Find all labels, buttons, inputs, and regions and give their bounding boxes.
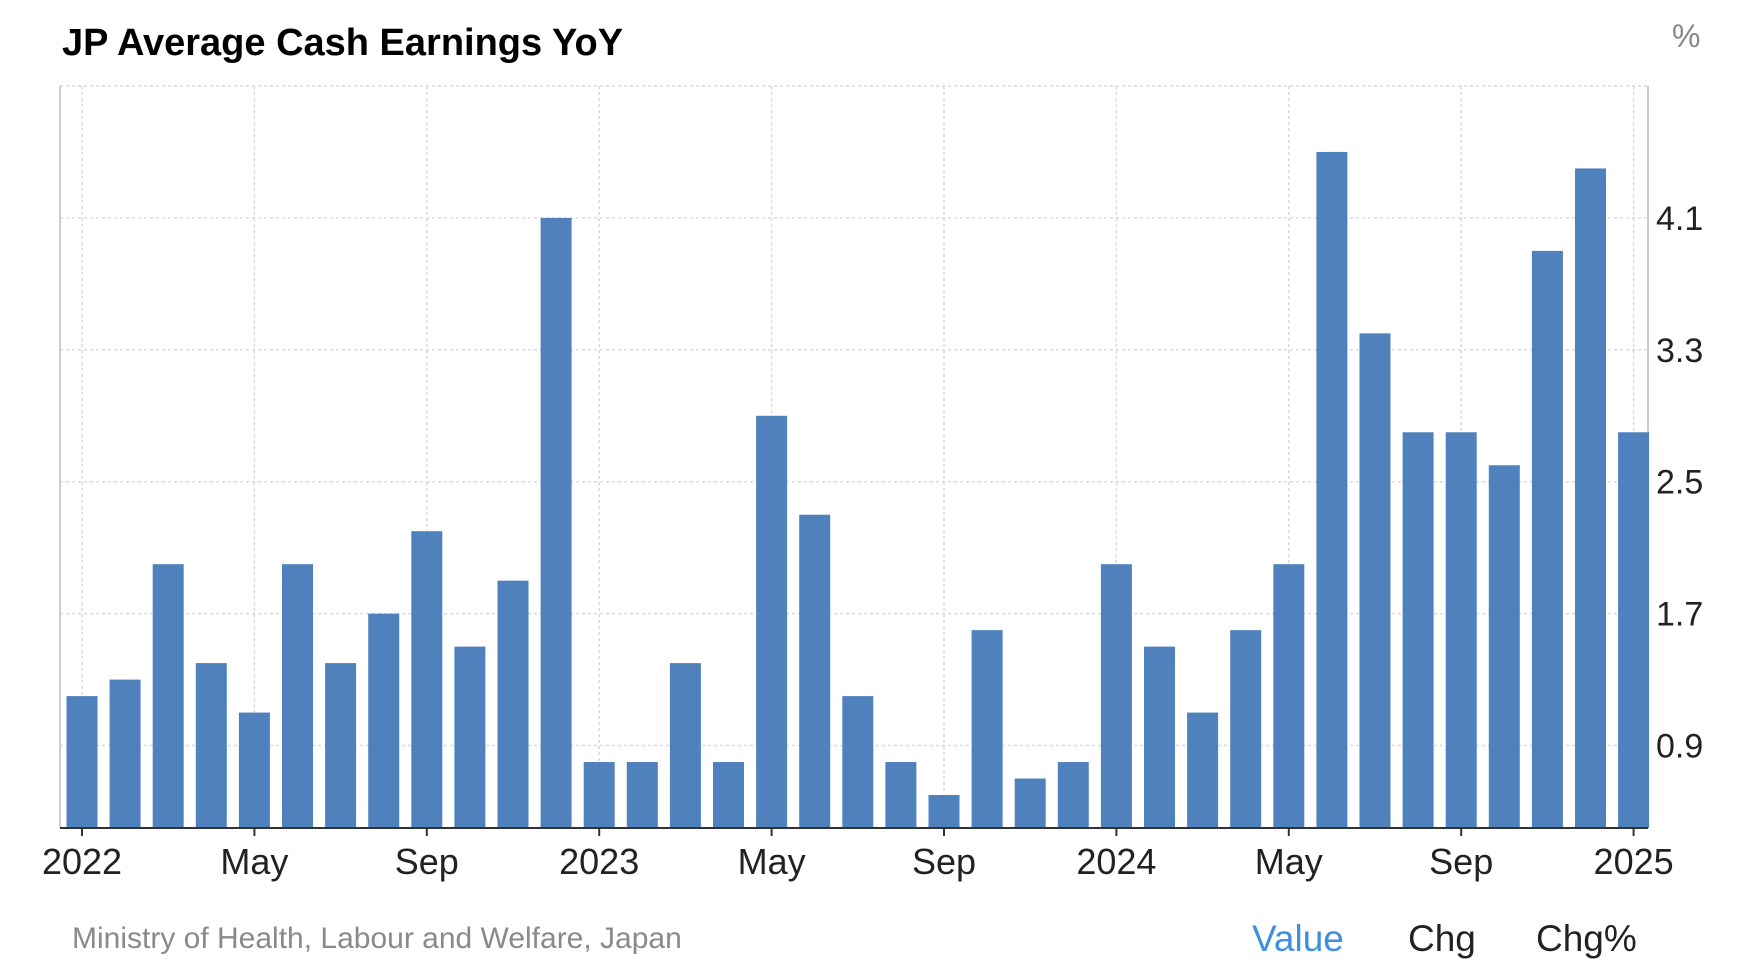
bar — [1014, 778, 1046, 828]
y-tick-label: 0.9 — [1656, 728, 1703, 766]
bar — [1144, 646, 1175, 828]
bar — [842, 696, 874, 828]
bar — [1618, 432, 1650, 828]
bar — [454, 646, 486, 828]
x-tick-label: 2022 — [42, 841, 122, 882]
bar — [1187, 712, 1219, 828]
chart-title: JP Average Cash Earnings YoY — [62, 22, 624, 64]
bar — [971, 630, 1003, 828]
y-tick-label: 1.7 — [1656, 596, 1703, 634]
bar — [368, 613, 400, 828]
bar — [152, 564, 184, 828]
bar — [1575, 168, 1606, 828]
x-tick-label: May — [220, 841, 288, 882]
bar — [411, 531, 443, 828]
bar — [583, 762, 615, 828]
bar — [1445, 432, 1477, 828]
bar — [1531, 250, 1563, 828]
x-tick-label: Sep — [1429, 841, 1493, 882]
x-tick-label: 2024 — [1076, 841, 1156, 882]
bar — [928, 795, 960, 828]
bar — [1316, 151, 1348, 828]
bar — [540, 217, 572, 828]
tab-value[interactable]: Value — [1252, 918, 1344, 959]
source-label: Ministry of Health, Labour and Welfare, … — [72, 922, 682, 955]
x-tick-label: 2023 — [559, 841, 639, 882]
bar — [1359, 333, 1391, 828]
bar — [66, 696, 98, 828]
bar — [1402, 432, 1434, 828]
bar — [109, 679, 141, 828]
bar — [325, 663, 357, 828]
tab-chg-percent[interactable]: Chg% — [1536, 918, 1637, 959]
bar — [1488, 465, 1520, 828]
unit-label: % — [1672, 18, 1701, 54]
bar — [756, 415, 788, 828]
y-tick-label: 4.1 — [1656, 200, 1703, 238]
bar — [799, 514, 831, 828]
bar-chart: 2022 May Sep 2023 May Sep 2024 May Sep 2025 0.9 1.7… — [42, 85, 1703, 882]
bar — [713, 762, 744, 828]
bar — [497, 580, 529, 828]
bar — [626, 762, 658, 828]
bar — [1100, 564, 1132, 828]
bar — [1273, 564, 1305, 828]
bar — [1230, 630, 1262, 828]
bar — [195, 663, 227, 828]
x-tick-label: Sep — [395, 841, 459, 882]
bar — [669, 663, 701, 828]
tab-chg[interactable]: Chg — [1408, 918, 1476, 959]
bar — [282, 564, 313, 828]
y-tick-label: 2.5 — [1656, 464, 1703, 502]
x-tick-label: May — [738, 841, 806, 882]
x-tick-label: May — [1255, 841, 1323, 882]
x-tick-label: Sep — [912, 841, 976, 882]
y-tick-label: 3.3 — [1656, 332, 1703, 370]
bar — [885, 762, 917, 828]
x-tick-label: 2025 — [1594, 841, 1674, 882]
bar — [1057, 762, 1089, 828]
bar — [238, 712, 270, 828]
